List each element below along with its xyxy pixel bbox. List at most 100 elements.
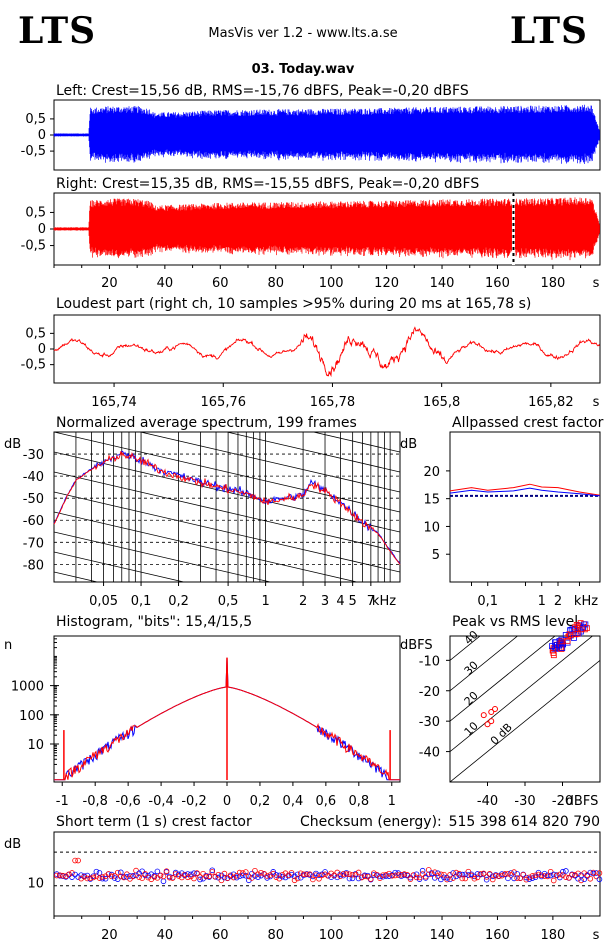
crest-point [523,874,530,881]
crest-point [136,874,142,880]
crest-point [53,872,60,879]
crest-point [221,870,228,877]
spectrum-title: Normalized average spectrum, 199 frames [56,415,357,431]
crest-point [130,873,136,880]
histogram-xtick: -0,8 [83,794,108,809]
peakrms-point [574,630,581,637]
crest-point [197,874,203,880]
loudest-ytick: 0 [38,342,46,357]
peakrms-diagonal-label: 30 [462,659,481,678]
crest-point [477,871,484,877]
right-xtick: 140 [430,276,455,291]
right-xtick: s [593,276,600,291]
crest-point [111,873,118,879]
crest-xtick: 80 [267,928,284,943]
peakrms-diagonal [450,636,594,753]
crest-point [124,871,130,877]
crest-point [590,869,597,876]
histogram-xtick: 0 [223,794,231,809]
crest-point [75,857,81,864]
peakrms-outlier [488,709,495,716]
crest-point [499,871,505,877]
crest-point [81,874,88,880]
crest-point [145,874,152,881]
crest-point [203,873,209,880]
crest-point [367,876,374,882]
allpass-ytick: 15 [423,493,440,508]
crest-point [172,869,179,876]
histogram-xtick: 1 [388,794,396,809]
peakrms-ytick: -40 [419,746,440,761]
histogram-xtick: 0,2 [250,794,271,809]
crest-point [188,871,194,878]
histogram-xtick: 0,8 [348,794,369,809]
crest-point [383,872,389,878]
crest-point [258,872,264,879]
crest-point [75,874,81,880]
crest-point [108,871,115,878]
crest-point [230,871,237,878]
crest-point [96,875,103,881]
crest-point [596,876,603,883]
crest-point [279,873,286,880]
crest-xtick: 40 [157,928,174,943]
spectrum-slope [225,432,400,473]
histogram-ytick: 100 [19,709,44,724]
crest-point [264,875,270,881]
loudest-ytick: 0,5 [25,326,46,341]
spectrum-slope [54,312,400,392]
crest-point [191,875,197,882]
right-ytick: -0,5 [21,239,46,254]
crest-xtick: 60 [212,928,229,943]
right-xtick: 40 [157,276,174,291]
crest-point [432,869,438,875]
spectrum-grid [54,312,400,582]
spectrum-frame [53,431,401,583]
histogram-xtick: 0,4 [283,794,304,809]
allpass-xtick: 2 [554,594,562,609]
peakrms-outlier [484,721,491,728]
crest-point [578,877,584,884]
spectrum-slope [138,432,400,493]
crest-point [218,877,225,884]
crest-point [593,873,600,880]
right-xtick: 180 [540,276,565,291]
crest-point [377,875,383,881]
peakrms-point [549,643,555,650]
peakrms-point [564,637,571,644]
crest-point [471,875,478,882]
loudest-xtick: 165,82 [528,395,574,410]
crest-point [328,874,334,880]
crest-point [587,876,594,882]
crest-point [239,872,246,879]
crest-point [96,870,103,876]
crest-point [419,871,426,877]
crest-point [575,875,581,882]
crest-point [508,870,514,876]
crest-point [310,876,316,883]
crest-point [294,875,301,882]
crest-point [288,870,295,876]
crest-point [337,871,344,878]
crest-point [160,878,167,885]
spectrum-xtick: 4 [336,594,344,609]
spectrum-ytick: -80 [23,558,44,573]
crest-point [544,873,551,880]
right-xtick: 60 [212,276,229,291]
spectrum-xtick: 1 [261,594,269,609]
crest-point [416,876,423,882]
spectrum-slope [54,531,273,582]
crest-point [398,872,405,878]
loudest-xtick: 165,78 [310,395,356,410]
crest-point [514,871,520,877]
crest-point [90,874,97,881]
crest-point [206,873,213,880]
crest-point [270,870,277,877]
crest-point [316,875,322,882]
crest-point [72,857,78,864]
right-xtick: 100 [319,276,344,291]
peakrms-xtick: dBFS [566,794,599,809]
crest-point [185,874,191,881]
logo-left: LTS [18,10,97,52]
